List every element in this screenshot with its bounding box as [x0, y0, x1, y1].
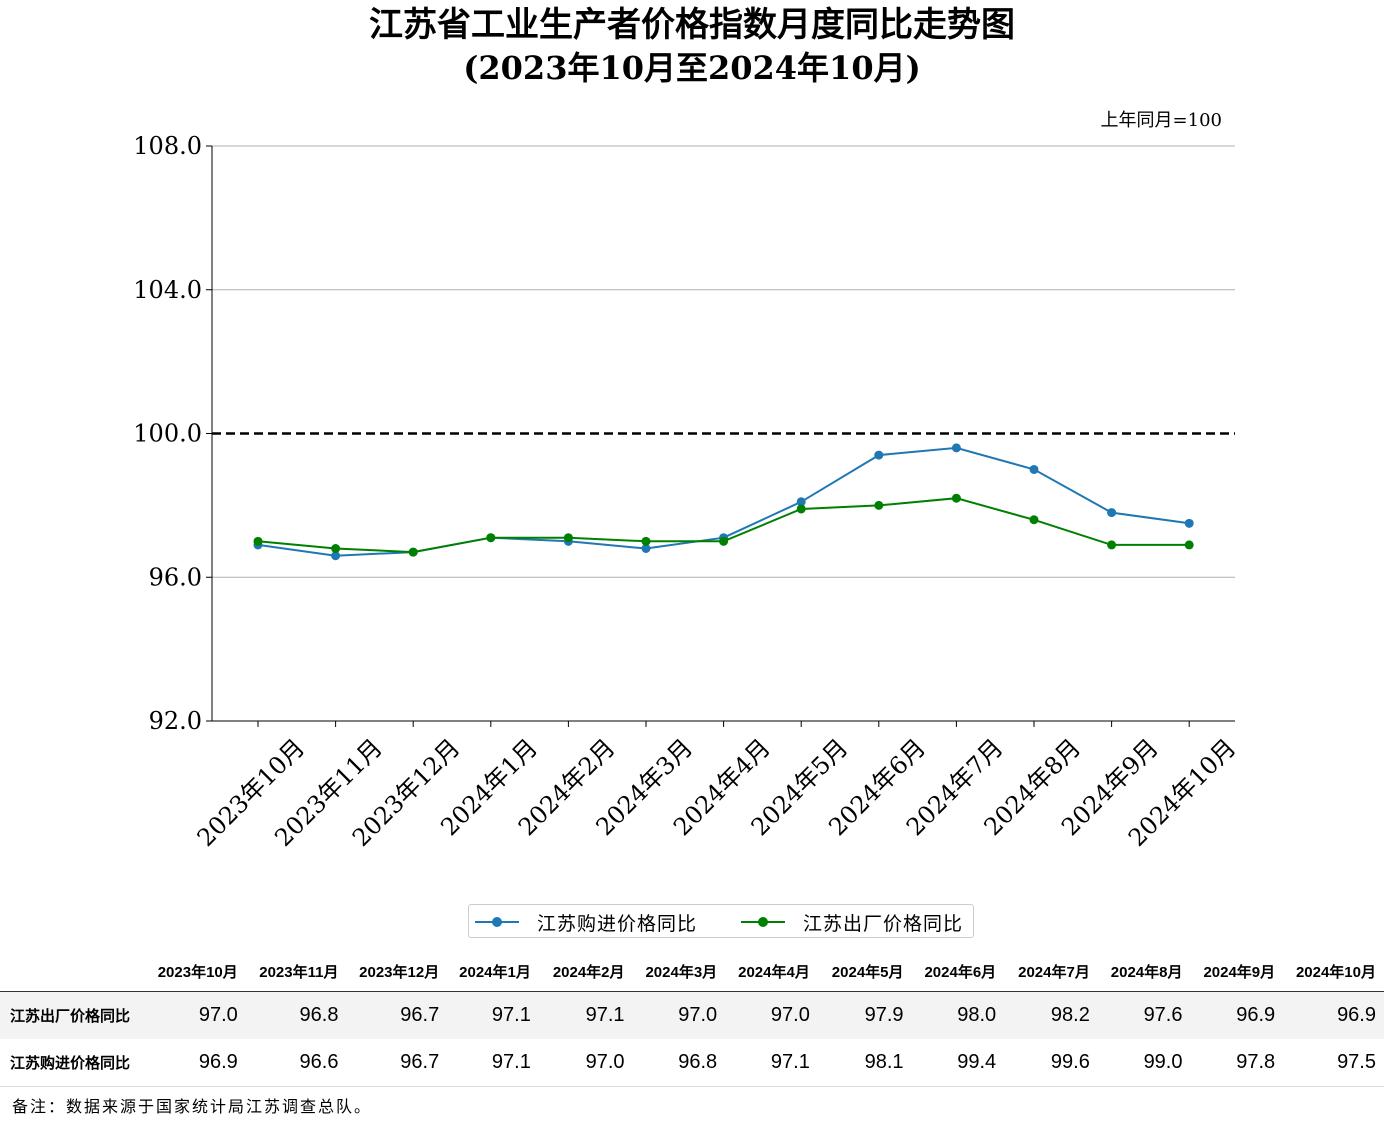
table-cell: 96.8	[632, 1039, 726, 1087]
table-cell: 97.8	[1190, 1039, 1284, 1087]
table-header: 2023年10月	[143, 951, 246, 992]
y-tick-label: 100.0	[133, 420, 202, 448]
data-point	[331, 551, 341, 561]
table-row: 江苏购进价格同比 96.9 96.6 96.7 97.1 97.0 96.8 9…	[0, 1039, 1384, 1087]
data-point	[253, 536, 263, 546]
table-cell: 99.6	[1004, 1039, 1098, 1087]
table-cell: 97.1	[725, 1039, 818, 1087]
legend-item-purchase: 江苏购进价格同比	[475, 909, 697, 935]
table-cell: 97.9	[817, 991, 912, 1039]
y-tick-label: 108.0	[133, 132, 202, 160]
data-point	[874, 500, 884, 510]
legend-swatch-output	[741, 917, 785, 927]
data-point	[951, 443, 961, 453]
table-cell: 98.0	[911, 991, 1005, 1039]
table-header-row: 2023年10月 2023年11月 2023年12月 2024年1月 2024年…	[0, 951, 1384, 992]
table-header: 2024年3月	[632, 951, 726, 992]
chart-title: 江苏省工业生产者价格指数月度同比走势图	[369, 5, 1015, 45]
table-cell: 96.9	[1190, 991, 1284, 1039]
line-chart: 92.096.0100.0104.0108.02023年10月2023年11月2…	[133, 132, 1241, 852]
table-cell: 97.0	[725, 991, 818, 1039]
table-cell: 97.1	[538, 991, 633, 1039]
chart-legend: 江苏购进价格同比 江苏出厂价格同比	[468, 904, 974, 938]
table-cell: 97.0	[143, 991, 246, 1039]
table-cell: 97.0	[632, 991, 726, 1039]
unit-note: 上年同月=100	[1100, 110, 1222, 131]
table-cell: 96.9	[1283, 991, 1384, 1039]
table-header: 2024年7月	[1004, 951, 1098, 992]
table-header: 2024年8月	[1097, 951, 1191, 992]
table-header: 2024年9月	[1190, 951, 1284, 992]
data-point	[1029, 464, 1039, 474]
data-point	[874, 450, 884, 460]
data-point	[563, 533, 573, 543]
legend-swatch-purchase	[475, 917, 519, 927]
data-point	[641, 544, 651, 553]
table-header: 2024年4月	[725, 951, 818, 992]
data-point	[1184, 540, 1194, 550]
table-cell: 97.6	[1097, 991, 1191, 1039]
data-point	[1107, 508, 1117, 518]
data-table: 2023年10月 2023年11月 2023年12月 2024年1月 2024年…	[0, 951, 1384, 1087]
data-point	[796, 504, 806, 514]
legend-label-output: 江苏出厂价格同比	[803, 912, 964, 935]
table-cell: 98.2	[1004, 991, 1098, 1039]
table-header: 2024年5月	[817, 951, 912, 992]
data-point	[796, 497, 806, 507]
data-point	[408, 547, 418, 557]
data-point	[1184, 518, 1194, 528]
table-header: 2023年11月	[245, 951, 347, 992]
table-cell: 96.8	[245, 991, 347, 1039]
table-cell: 97.1	[447, 1039, 539, 1087]
table-row: 江苏出厂价格同比 97.0 96.8 96.7 97.1 97.1 97.0 9…	[0, 991, 1384, 1039]
y-tick-label: 96.0	[149, 563, 202, 591]
data-point	[719, 536, 729, 546]
y-tick-label: 104.0	[133, 276, 202, 304]
table-cell: 96.9	[143, 1039, 246, 1087]
table-header: 2024年10月	[1283, 951, 1384, 992]
table-cell: 96.7	[346, 1039, 448, 1087]
table-cell: 99.0	[1097, 1039, 1191, 1087]
table-row-label: 江苏出厂价格同比	[0, 991, 144, 1039]
table-cell: 99.4	[911, 1039, 1005, 1087]
legend-label-purchase: 江苏购进价格同比	[537, 912, 698, 935]
data-point	[951, 493, 961, 503]
table-cell: 97.0	[538, 1039, 633, 1087]
chart-subtitle: (2023年10月至2024年10月)	[463, 49, 921, 87]
table-row-label: 江苏购进价格同比	[0, 1039, 144, 1087]
table-cell: 97.1	[447, 991, 539, 1039]
table-corner	[0, 951, 144, 992]
table-header: 2024年6月	[911, 951, 1005, 992]
legend-item-output: 江苏出厂价格同比	[741, 909, 963, 935]
table-cell: 96.6	[245, 1039, 347, 1087]
data-point	[1107, 540, 1117, 550]
table-cell: 98.1	[817, 1039, 912, 1087]
source-note: 备注：数据来源于国家统计局江苏调查总队。	[12, 1097, 373, 1116]
table-header: 2023年12月	[346, 951, 448, 992]
y-tick-label: 92.0	[149, 707, 202, 735]
table-cell: 96.7	[346, 991, 448, 1039]
data-point	[641, 536, 651, 546]
data-point	[331, 544, 341, 553]
table-header: 2024年1月	[447, 951, 539, 992]
table-header: 2024年2月	[538, 951, 633, 992]
data-point	[486, 533, 496, 543]
data-point	[1029, 515, 1039, 525]
table-cell: 97.5	[1283, 1039, 1384, 1087]
